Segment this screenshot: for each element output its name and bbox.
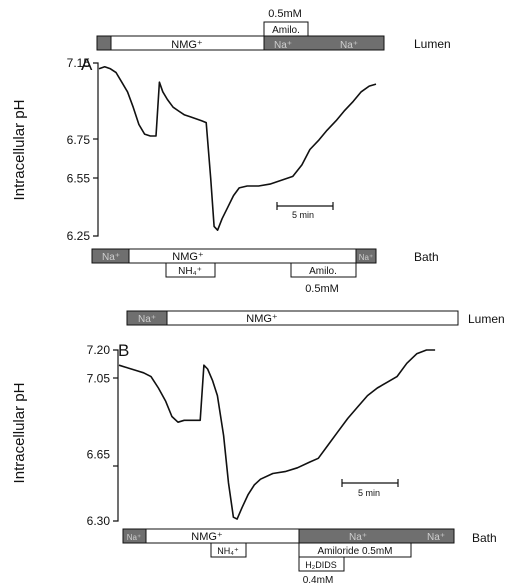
lumen-amiloride-box bbox=[263, 21, 309, 37]
panel-b: Na⁺ NMG⁺ Lumen 7.20 7.05 6.65 6.30 B Intrac… bbox=[11, 310, 505, 586]
panel-b-y-tick-label: 6.30 bbox=[87, 514, 111, 528]
bath-h2dids-box bbox=[298, 556, 345, 572]
lumen-bar-label-na-2: Na⁺ bbox=[340, 40, 358, 51]
panel-b-lumen-bar: Na⁺ NMG⁺ Lumen bbox=[126, 310, 505, 326]
panel-b-scale-bar: 5 min bbox=[341, 479, 399, 498]
bath-bar-nmg-segment bbox=[128, 248, 357, 264]
bath-nh4-label: NH₄⁺ bbox=[217, 546, 239, 556]
bath-nh4-box bbox=[210, 542, 247, 558]
bath-label: Bath bbox=[472, 531, 497, 545]
panel-a-tick-labels: 7.15 6.75 6.55 6.25 bbox=[67, 56, 91, 243]
panel-b-tick-labels: 7.20 7.05 6.65 6.30 bbox=[87, 343, 111, 528]
bath-amiloride-conc: 0.5mM bbox=[305, 283, 339, 295]
lumen-amiloride-label: Amilo. bbox=[272, 25, 300, 36]
panel-a-label: A bbox=[81, 55, 93, 74]
bath-label: Bath bbox=[414, 250, 439, 264]
panel-a-bath-bar: Na⁺ NMG⁺ Na⁺ NH₄⁺ Amilo. 0.5mM Bath bbox=[91, 248, 439, 295]
lumen-amiloride-conc: 0.5mM bbox=[268, 8, 302, 20]
bath-bar-label-na-2: Na⁺ bbox=[359, 253, 373, 262]
bath-amiloride-label: Amiloride 0.5mM bbox=[317, 546, 392, 557]
panel-a-y-axis-title: Intracellular pH bbox=[11, 100, 28, 201]
panel-a-y-tick-label: 6.25 bbox=[67, 229, 91, 243]
panel-a-scale-bar: 5 min bbox=[276, 202, 334, 220]
bath-bar-label-na-3: Na⁺ bbox=[427, 532, 445, 543]
panel-b-y-axis-title: Intracellular pH bbox=[11, 383, 28, 484]
bath-bar-label-na-1: Na⁺ bbox=[102, 252, 120, 263]
lumen-bar-label-na: Na⁺ bbox=[138, 314, 156, 325]
bath-bar-label-nmg: NMG⁺ bbox=[172, 251, 204, 263]
panel-a-y-tick-label: 6.55 bbox=[67, 171, 91, 185]
panel-b-label: B bbox=[118, 341, 129, 360]
bath-h2dids-label: H₂DIDS bbox=[305, 560, 337, 570]
bath-bar-label-na-1: Na⁺ bbox=[127, 533, 141, 542]
panel-a-lumen-bar: NMG⁺ Na⁺ Na⁺ Amilo. 0.5mM Lumen bbox=[96, 8, 451, 51]
panel-a: NMG⁺ Na⁺ Na⁺ Amilo. 0.5mM Lumen 7.15 6.75… bbox=[11, 8, 451, 295]
lumen-bar-label-nmg: NMG⁺ bbox=[246, 313, 278, 325]
lumen-label: Lumen bbox=[468, 312, 505, 326]
lumen-bar-nmg-segment bbox=[166, 310, 459, 326]
panel-a-y-tick-label: 7.15 bbox=[67, 56, 91, 70]
lumen-bar-label-nmg: NMG⁺ bbox=[171, 39, 203, 51]
panel-a-y-axis bbox=[93, 62, 99, 237]
panel-a-scale-bar-label: 5 min bbox=[292, 210, 314, 220]
bath-amiloride-box bbox=[290, 262, 357, 278]
bath-nh4-box bbox=[165, 262, 216, 278]
lumen-bar-dark-segment bbox=[96, 35, 112, 51]
panel-b-y-tick-label: 6.65 bbox=[87, 448, 111, 462]
panel-a-ph-trace bbox=[98, 66, 377, 231]
bath-amiloride-label: Amilo. bbox=[309, 266, 337, 277]
panel-b-y-axis bbox=[113, 349, 119, 522]
lumen-bar-na-segment bbox=[263, 35, 385, 51]
panel-b-bath-bar: Na⁺ NMG⁺ Na⁺ Na⁺ NH₄⁺ Amiloride 0.5mM H₂… bbox=[122, 528, 497, 586]
panel-a-y-tick-label: 6.75 bbox=[67, 133, 91, 147]
lumen-label: Lumen bbox=[414, 37, 451, 51]
panel-b-ph-trace bbox=[118, 349, 436, 520]
lumen-bar-label-na-1: Na⁺ bbox=[274, 40, 292, 51]
panel-b-y-tick-label: 7.05 bbox=[87, 372, 111, 386]
panel-b-scale-bar-label: 5 min bbox=[358, 488, 380, 498]
bath-bar-na-segment-2 bbox=[355, 248, 377, 264]
bath-amiloride-box bbox=[298, 542, 412, 558]
panel-b-y-tick-label: 7.20 bbox=[87, 343, 111, 357]
bath-bar-label-na-2: Na⁺ bbox=[349, 532, 367, 543]
bath-bar-label-nmg: NMG⁺ bbox=[191, 531, 223, 543]
bath-nh4-label: NH₄⁺ bbox=[178, 266, 202, 277]
bath-h2dids-conc: 0.4mM bbox=[303, 575, 334, 586]
